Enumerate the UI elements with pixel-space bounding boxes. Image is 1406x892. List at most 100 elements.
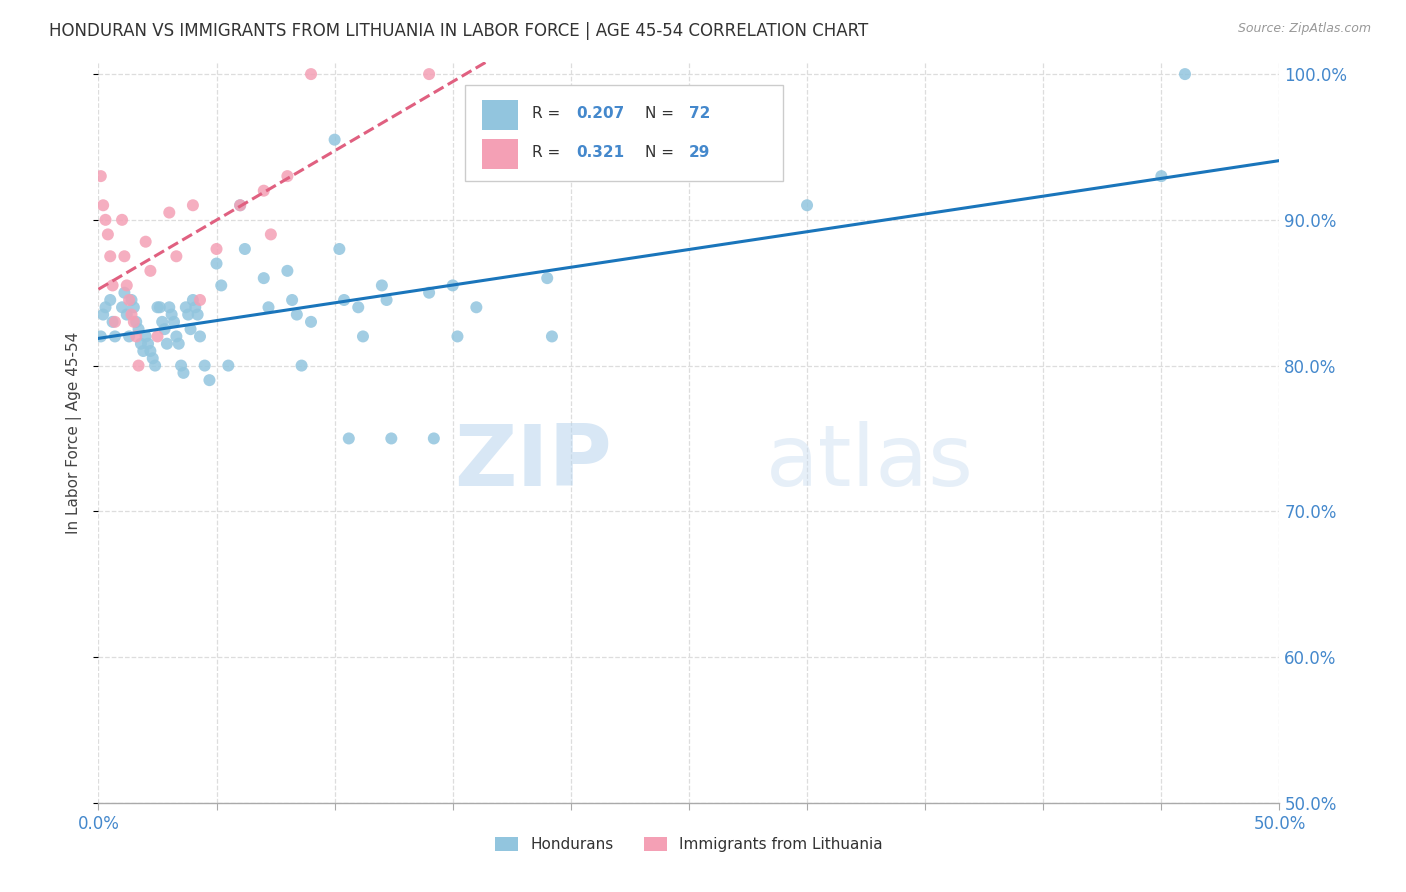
Point — [146, 329, 169, 343]
FancyBboxPatch shape — [464, 85, 783, 181]
Point — [194, 359, 217, 373]
Point — [153, 322, 176, 336]
Point — [184, 300, 207, 314]
Point — [371, 278, 394, 293]
Point — [163, 315, 186, 329]
Point — [125, 329, 148, 343]
Point — [418, 67, 440, 81]
Point — [98, 293, 121, 307]
Point — [276, 169, 298, 183]
Point — [1150, 169, 1173, 183]
Point — [167, 336, 190, 351]
Point — [94, 300, 117, 314]
Point — [135, 235, 157, 249]
Point — [172, 366, 194, 380]
Text: N =: N = — [645, 106, 679, 120]
Point — [323, 133, 346, 147]
Point — [170, 359, 193, 373]
Text: R =: R = — [531, 106, 565, 120]
Text: HONDURAN VS IMMIGRANTS FROM LITHUANIA IN LABOR FORCE | AGE 45-54 CORRELATION CHA: HONDURAN VS IMMIGRANTS FROM LITHUANIA IN… — [49, 22, 869, 40]
Point — [91, 198, 114, 212]
Point — [347, 300, 370, 314]
Point — [281, 293, 304, 307]
Point — [253, 184, 276, 198]
FancyBboxPatch shape — [482, 139, 517, 169]
Point — [285, 308, 308, 322]
Point — [111, 300, 134, 314]
Point — [299, 67, 322, 81]
Point — [139, 344, 162, 359]
Point — [139, 264, 162, 278]
Point — [122, 300, 145, 314]
Point — [418, 285, 440, 300]
Point — [146, 300, 169, 314]
Point — [128, 322, 150, 336]
Point — [177, 308, 200, 322]
Point — [143, 359, 166, 373]
Point — [423, 432, 446, 446]
Point — [1174, 67, 1197, 81]
Y-axis label: In Labor Force | Age 45-54: In Labor Force | Age 45-54 — [66, 332, 83, 533]
Point — [188, 293, 211, 307]
Text: ZIP: ZIP — [454, 421, 612, 504]
FancyBboxPatch shape — [482, 100, 517, 129]
Point — [101, 278, 124, 293]
Point — [90, 329, 112, 343]
Point — [150, 315, 173, 329]
Point — [328, 242, 350, 256]
Point — [217, 359, 239, 373]
Point — [253, 271, 276, 285]
Point — [125, 315, 148, 329]
Point — [541, 329, 564, 343]
Point — [149, 300, 172, 314]
Point — [101, 315, 124, 329]
Point — [97, 227, 120, 242]
Legend: Hondurans, Immigrants from Lithuania: Hondurans, Immigrants from Lithuania — [489, 830, 889, 858]
Point — [441, 278, 464, 293]
Text: 72: 72 — [689, 106, 710, 120]
Point — [91, 308, 114, 322]
Point — [446, 329, 468, 343]
Point — [132, 344, 155, 359]
Point — [136, 336, 159, 351]
Point — [121, 308, 143, 322]
Point — [94, 212, 117, 227]
Point — [111, 212, 134, 227]
Point — [157, 205, 180, 219]
Point — [165, 329, 187, 343]
Point — [115, 308, 138, 322]
Point — [375, 293, 398, 307]
Point — [299, 315, 322, 329]
Point — [129, 336, 152, 351]
Point — [352, 329, 374, 343]
Point — [118, 293, 141, 307]
Point — [257, 300, 280, 314]
Point — [181, 293, 204, 307]
Point — [90, 169, 112, 183]
Point — [156, 336, 179, 351]
Point — [796, 198, 818, 212]
Point — [104, 329, 127, 343]
Text: 0.321: 0.321 — [576, 145, 624, 160]
Point — [333, 293, 356, 307]
Point — [205, 242, 228, 256]
Point — [157, 300, 180, 314]
Point — [135, 329, 157, 343]
Point — [174, 300, 197, 314]
Text: atlas: atlas — [766, 421, 974, 504]
Point — [276, 264, 298, 278]
Text: 0.207: 0.207 — [576, 106, 626, 120]
Point — [121, 293, 143, 307]
Point — [118, 329, 141, 343]
Point — [122, 315, 145, 329]
Point — [180, 322, 202, 336]
Point — [233, 242, 256, 256]
Point — [165, 249, 187, 263]
Text: 29: 29 — [689, 145, 710, 160]
Point — [290, 359, 312, 373]
Point — [104, 315, 127, 329]
Point — [112, 285, 135, 300]
Text: N =: N = — [645, 145, 679, 160]
Text: R =: R = — [531, 145, 565, 160]
Point — [380, 432, 402, 446]
